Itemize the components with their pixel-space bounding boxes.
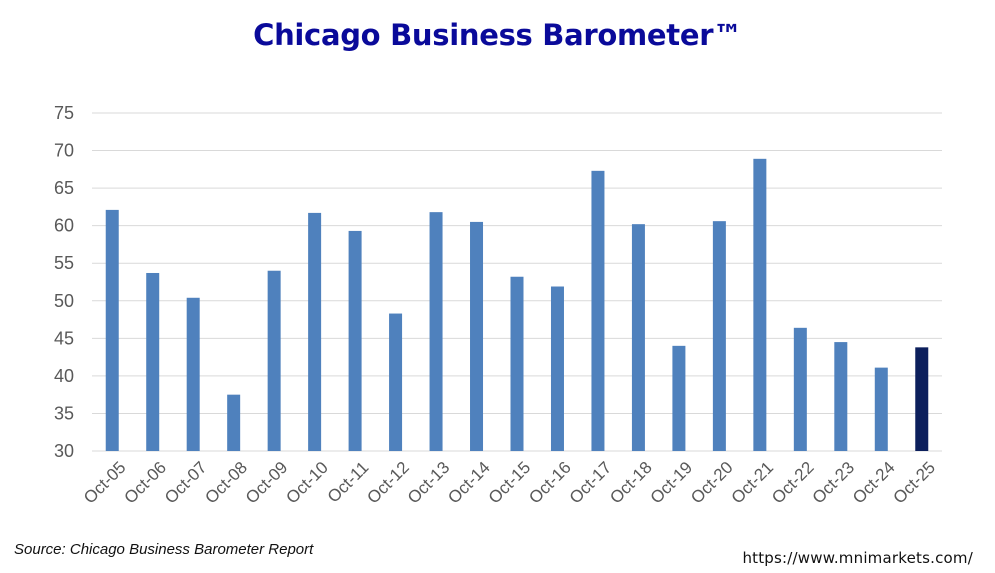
bar-oct-11 — [348, 230, 362, 451]
x-tick-label: Oct-07 — [161, 458, 211, 508]
x-tick-label: Oct-19 — [647, 458, 697, 508]
y-tick-label: 35 — [54, 403, 74, 423]
bar-oct-14 — [470, 221, 484, 451]
bar-oct-20 — [712, 221, 726, 451]
y-tick-label: 70 — [54, 141, 74, 161]
bar-oct-08 — [227, 394, 241, 451]
bars — [105, 158, 929, 451]
y-tick-label: 55 — [54, 253, 74, 273]
bar-oct-25 — [915, 347, 929, 451]
x-tick-label: Oct-10 — [282, 458, 332, 508]
bar-oct-05 — [105, 209, 119, 451]
x-tick-label: Oct-20 — [687, 458, 737, 508]
x-axis-ticks: Oct-05Oct-06Oct-07Oct-08Oct-09Oct-10Oct-… — [80, 458, 939, 508]
x-tick-label: Oct-12 — [363, 458, 413, 508]
bar-oct-13 — [429, 212, 443, 451]
x-tick-label: Oct-11 — [324, 458, 373, 507]
x-tick-label: Oct-06 — [121, 458, 171, 508]
x-tick-label: Oct-24 — [849, 458, 899, 508]
x-tick-label: Oct-13 — [404, 458, 454, 508]
y-tick-label: 65 — [54, 178, 74, 198]
bar-oct-24 — [874, 367, 888, 451]
x-tick-label: Oct-15 — [485, 458, 535, 508]
x-tick-label: Oct-22 — [768, 458, 818, 508]
bar-oct-22 — [793, 327, 807, 451]
bar-oct-10 — [308, 212, 322, 451]
source-note: Source: Chicago Business Barometer Repor… — [14, 541, 314, 558]
y-tick-label: 60 — [54, 216, 74, 236]
y-axis-ticks: 30 35 40 45 50 55 60 65 70 75 — [54, 103, 74, 461]
x-tick-label: Oct-21 — [728, 458, 778, 508]
bar-oct-19 — [672, 345, 686, 451]
bar-oct-12 — [389, 313, 403, 451]
y-tick-label: 30 — [54, 441, 74, 461]
x-tick-label: Oct-08 — [201, 458, 251, 508]
website-url: https://www.mnimarkets.com/ — [742, 549, 973, 567]
y-tick-label: 50 — [54, 291, 74, 311]
x-tick-label: Oct-16 — [525, 458, 575, 508]
bar-oct-09 — [267, 270, 281, 451]
chart-title: Chicago Business Barometer™ — [253, 18, 742, 52]
bar-oct-18 — [631, 224, 645, 451]
x-tick-label: Oct-23 — [809, 458, 859, 508]
y-tick-label: 40 — [54, 366, 74, 386]
bar-oct-06 — [146, 272, 160, 451]
x-tick-label: Oct-05 — [80, 458, 130, 508]
bar-oct-16 — [550, 286, 564, 451]
x-tick-label: Oct-14 — [444, 458, 494, 508]
bar-oct-07 — [186, 297, 200, 451]
y-tick-label: 45 — [54, 328, 74, 348]
x-tick-label: Oct-18 — [606, 458, 656, 508]
x-tick-label: Oct-25 — [890, 458, 940, 508]
bar-oct-21 — [753, 158, 767, 451]
bar-oct-17 — [591, 170, 605, 451]
y-tick-label: 75 — [54, 103, 74, 123]
x-tick-label: Oct-17 — [566, 458, 616, 508]
bar-oct-23 — [834, 342, 848, 451]
x-tick-label: Oct-09 — [242, 458, 292, 508]
bar-oct-15 — [510, 276, 524, 451]
